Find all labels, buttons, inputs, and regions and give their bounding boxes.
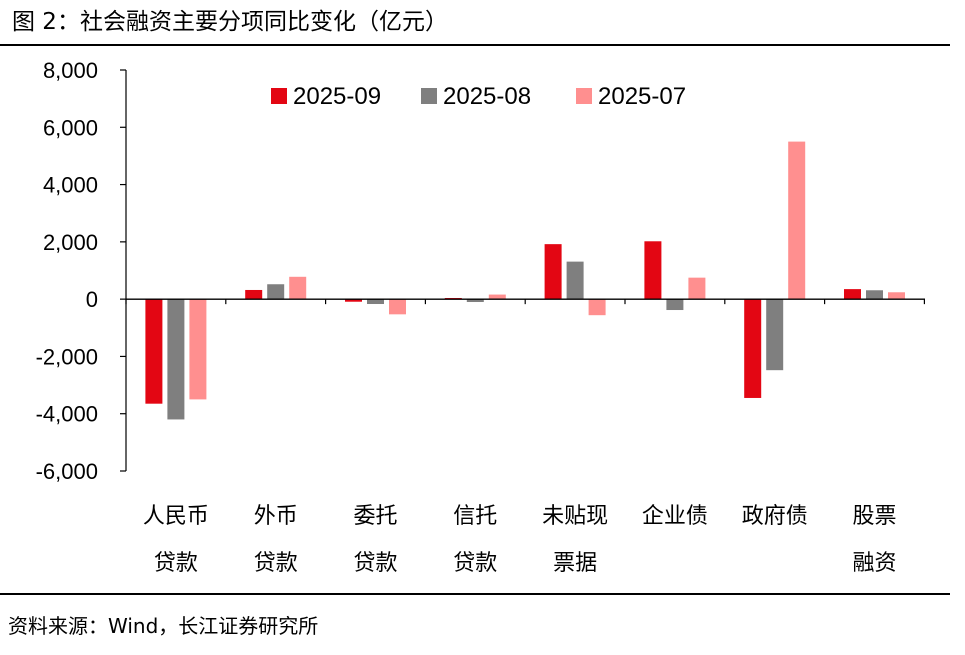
bar-2025-07-未贴现票据 — [588, 299, 606, 316]
x-category-label: 信托 — [453, 504, 497, 529]
bar-2025-09-未贴现票据 — [544, 244, 562, 300]
y-tick-label: -6,000 — [36, 459, 98, 484]
bar-2025-09-人民币贷款 — [145, 299, 163, 404]
x-category-label: 股票 — [852, 504, 896, 529]
source-rule — [0, 593, 950, 595]
bar-2025-08-政府债 — [766, 299, 784, 371]
bar-2025-09-政府债 — [744, 299, 762, 398]
bar-2025-08-股票融资 — [866, 290, 883, 300]
x-category-label: 企业债 — [642, 504, 708, 529]
x-category-label: 未贴现 — [542, 504, 608, 529]
legend-swatch — [421, 88, 437, 104]
x-category-label: 人民币 — [143, 504, 209, 529]
bar-2025-08-人民币贷款 — [167, 299, 185, 420]
bar-2025-08-委托贷款 — [367, 299, 384, 305]
bar-2025-08-外币贷款 — [267, 284, 285, 300]
x-category-label: 融资 — [852, 551, 896, 576]
y-tick-label: 4,000 — [43, 173, 98, 198]
x-category-label: 外币 — [254, 504, 298, 529]
legend-label: 2025-07 — [598, 83, 686, 110]
title-rule — [0, 44, 950, 46]
x-category-label: 政府债 — [742, 504, 808, 529]
x-category-label: 贷款 — [154, 551, 198, 576]
y-tick-label: 8,000 — [43, 58, 98, 83]
bar-chart: 2025-09 2025-08 2025-07 8,000 6,000 4,000 2,0… — [36, 58, 926, 576]
bar-2025-09-股票融资 — [844, 289, 861, 300]
bar-2025-09-企业债 — [644, 241, 662, 300]
x-category-label: 票据 — [553, 551, 597, 576]
bar-2025-07-股票融资 — [888, 292, 905, 300]
y-tick-label: -2,000 — [36, 344, 98, 369]
y-tick-label: -4,000 — [36, 402, 98, 427]
figure-title: 图 2：社会融资主要分项同比变化（亿元） — [12, 9, 448, 35]
legend-swatch — [271, 88, 287, 104]
y-tick-label: 2,000 — [43, 230, 98, 255]
x-category-label: 委托 — [353, 504, 397, 529]
x-category-label: 贷款 — [254, 551, 298, 576]
bar-2025-09-委托贷款 — [345, 299, 362, 302]
bar-2025-07-人民币贷款 — [189, 299, 207, 400]
x-category-label: 贷款 — [453, 551, 497, 576]
bar-2025-07-委托贷款 — [389, 299, 406, 315]
bar-2025-07-信托贷款 — [488, 294, 506, 300]
legend-label: 2025-09 — [293, 83, 381, 110]
bar-2025-08-企业债 — [666, 299, 684, 311]
bar-2025-08-未贴现票据 — [566, 261, 584, 300]
bar-2025-07-企业债 — [688, 277, 706, 300]
source-note: 资料来源：Wind，长江证券研究所 — [8, 614, 319, 638]
y-tick-label: 0 — [86, 287, 98, 312]
bar-2025-07-政府债 — [788, 141, 806, 300]
legend-label: 2025-08 — [443, 83, 531, 110]
bar-2025-08-信托贷款 — [466, 299, 484, 303]
legend-swatch — [576, 88, 592, 104]
x-category-label: 贷款 — [353, 551, 397, 576]
bar-2025-07-外币贷款 — [289, 276, 307, 300]
y-tick-label: 6,000 — [43, 115, 98, 140]
bar-2025-09-外币贷款 — [245, 289, 263, 300]
